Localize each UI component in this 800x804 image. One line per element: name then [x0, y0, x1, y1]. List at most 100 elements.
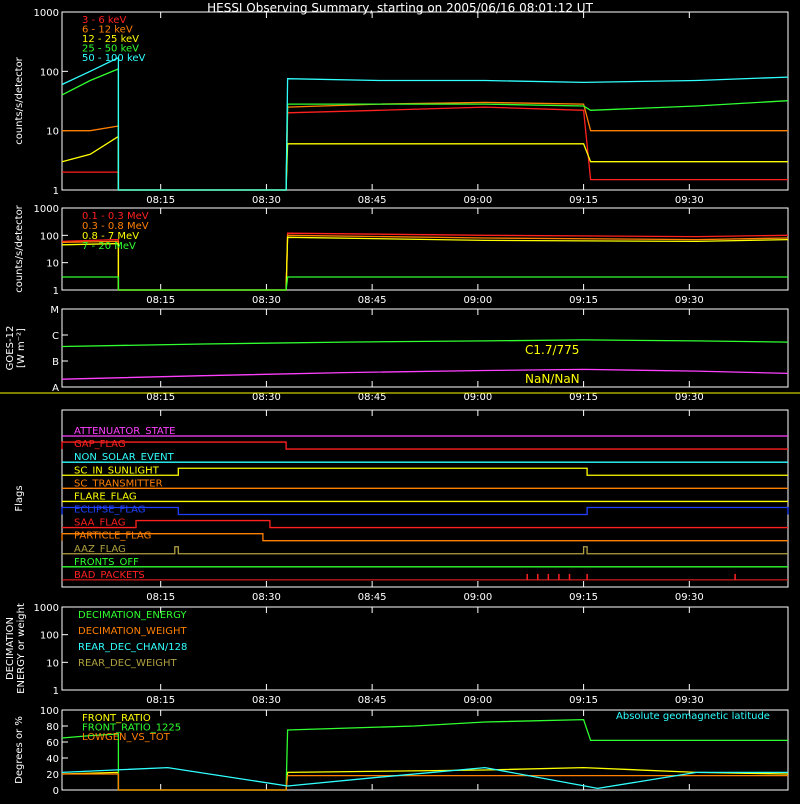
decimation-legend-entry: DECIMATION_WEIGHT — [78, 626, 187, 637]
rates_high-series-line — [61, 234, 789, 291]
rates_high-x-tick-label: 09:15 — [569, 295, 598, 306]
rates_low-legend-entry: 25 - 50 keV — [82, 44, 139, 55]
flag-trace — [61, 441, 788, 450]
ratios-series-line — [61, 718, 788, 791]
flags-x-tick-label: 09:15 — [569, 592, 598, 603]
ratios-y-tick-label: 20 — [46, 770, 59, 781]
rates_high-series-line — [61, 236, 789, 291]
flag-label: AAZ_FLAG — [74, 544, 126, 555]
rates_low-series-line — [61, 67, 789, 191]
rates_low-x-tick-label: 08:15 — [146, 195, 175, 206]
decimation-y-axis-label: DECIMATION — [5, 617, 16, 680]
rates_high-legend-entry: 0.8 - 7 MeV — [82, 231, 139, 242]
decimation-x-tick-label: 09:00 — [463, 695, 492, 706]
rates_low-series-line — [61, 56, 789, 191]
goes-y-axis-label: GOES-12 — [5, 326, 16, 371]
ratios-y-tick-label: 100 — [40, 706, 59, 717]
flag-label: GAP_FLAG — [74, 439, 126, 450]
geomagnetic-latitude-label: Absolute geomagnetic latitude — [616, 711, 770, 722]
decimation-y-tick-label: 10 — [46, 658, 59, 669]
flag-label: FRONTS_OFF — [74, 557, 139, 568]
decimation-frame — [61, 606, 789, 691]
ratios-series-line — [61, 766, 789, 791]
goes-y-tick-label: B — [52, 357, 59, 368]
decimation-x-tick-label: 08:45 — [358, 695, 387, 706]
flag-label: FLARE_FLAG — [74, 491, 137, 502]
flag-label: SC_IN_SUNLIGHT — [74, 465, 160, 476]
decimation-y-axis-label-2: ENERGY or weight — [16, 603, 27, 694]
decimation-y-tick-label: 1 — [53, 686, 59, 697]
decimation-x-tick-label: 08:30 — [252, 695, 281, 706]
rates_high-legend-entry: 0.3 - 0.8 MeV — [82, 221, 149, 232]
flag-label: ATTENUATOR_STATE — [74, 426, 175, 437]
decimation-legend-entry: REAR_DEC_CHAN/128 — [78, 642, 187, 653]
goes-series-line — [61, 368, 789, 380]
rates_low-series-line — [62, 106, 788, 191]
goes-x-tick-label: 08:30 — [252, 392, 281, 403]
rates_high-legend-entry: 0.1 - 0.3 MeV — [82, 211, 149, 222]
rates_high-x-tick-label: 09:00 — [463, 295, 492, 306]
flags-x-tick-label: 08:45 — [358, 592, 387, 603]
rates_low-legend-entry: 6 - 12 keV — [82, 25, 133, 36]
flag-label: NON_SOLAR_EVENT — [74, 452, 175, 463]
decimation-x-tick-label: 08:15 — [146, 695, 175, 706]
flag-trace — [62, 546, 788, 555]
rates_low-y-tick-label: 1000 — [34, 8, 59, 19]
decimation-legend-entry: DECIMATION_ENERGY — [78, 610, 187, 621]
flag-trace — [61, 506, 789, 516]
decimation-x-tick-label: 09:30 — [675, 695, 704, 706]
ratios-frame — [61, 709, 789, 791]
goes-frame — [61, 308, 789, 388]
rates_high-frame — [61, 207, 789, 291]
rates_low-x-tick-label: 09:30 — [675, 195, 704, 206]
rates_low-legend-entry: 50 - 100 keV — [82, 53, 146, 64]
rates_low-x-tick-label: 08:30 — [252, 195, 281, 206]
decimation-legend-entry: REAR_DEC_WEIGHT — [78, 658, 177, 669]
flag-label: ECLIPSE_FLAG — [74, 505, 145, 516]
rates_low-legend-entry: 3 - 6 keV — [82, 15, 126, 26]
goes-x-tick-label: 09:15 — [569, 392, 598, 403]
rates_high-y-tick-label: 10 — [46, 259, 59, 270]
rates_high-x-tick-label: 08:45 — [358, 295, 387, 306]
flag-label: BAD_PACKETS — [74, 570, 145, 581]
ratios-y-tick-label: 40 — [46, 754, 59, 765]
rates_low-y-axis-label: counts/s/detector — [14, 56, 25, 144]
goes-y-tick-label: C — [52, 331, 59, 342]
ratios-legend-entry: LOWGEN_VS_TOT — [82, 732, 171, 743]
flag-label: SAA_FLAG — [74, 518, 125, 529]
rates_low-y-tick-label: 100 — [40, 67, 59, 78]
rates_low-frame — [61, 11, 789, 191]
rates_high-y-tick-label: 1000 — [34, 204, 59, 215]
goes-y-tick-label: A — [52, 383, 59, 394]
flag-label: SC_TRANSMITTER — [74, 478, 163, 489]
ratios-y-tick-label: 80 — [46, 722, 59, 733]
decimation-y-tick-label: 100 — [40, 631, 59, 642]
goes-x-tick-label: 08:15 — [146, 392, 175, 403]
flags-x-tick-label: 08:30 — [252, 592, 281, 603]
goes-x-tick-label: 08:45 — [358, 392, 387, 403]
rates_low-x-tick-label: 08:45 — [358, 195, 387, 206]
flags-x-tick-label: 09:00 — [463, 592, 492, 603]
rates_low-y-tick-label: 1 — [53, 186, 59, 197]
rates_low-x-tick-label: 09:15 — [569, 195, 598, 206]
rates_high-x-tick-label: 08:30 — [252, 295, 281, 306]
rates_high-x-tick-label: 08:15 — [146, 295, 175, 306]
ratios-series-line — [62, 773, 788, 791]
rates_low-legend-entry: 12 - 25 keV — [82, 34, 139, 45]
goes-x-tick-label: 09:30 — [675, 392, 704, 403]
flag-label: PARTICLE_FLAG — [74, 531, 151, 542]
decimation-x-tick-label: 09:15 — [569, 695, 598, 706]
goes-nan-annotation: NaN/NaN — [525, 372, 580, 386]
rates_high-x-tick-label: 09:30 — [675, 295, 704, 306]
flags-frame — [61, 409, 789, 588]
rates_high-legend-entry: 7 - 20 MeV — [82, 241, 136, 252]
rates_high-y-axis-label: counts/s/detector — [14, 204, 25, 292]
rates_low-x-tick-label: 09:00 — [463, 195, 492, 206]
rates_high-series-line — [62, 276, 788, 291]
ratios-legend-entry: FRONT_RATIO — [82, 713, 151, 724]
rates_low-series-line — [61, 135, 788, 191]
ratios-y-axis-label: Degrees or % — [14, 716, 25, 784]
goes-y-axis-label-2: [W m⁻²] — [16, 328, 27, 368]
